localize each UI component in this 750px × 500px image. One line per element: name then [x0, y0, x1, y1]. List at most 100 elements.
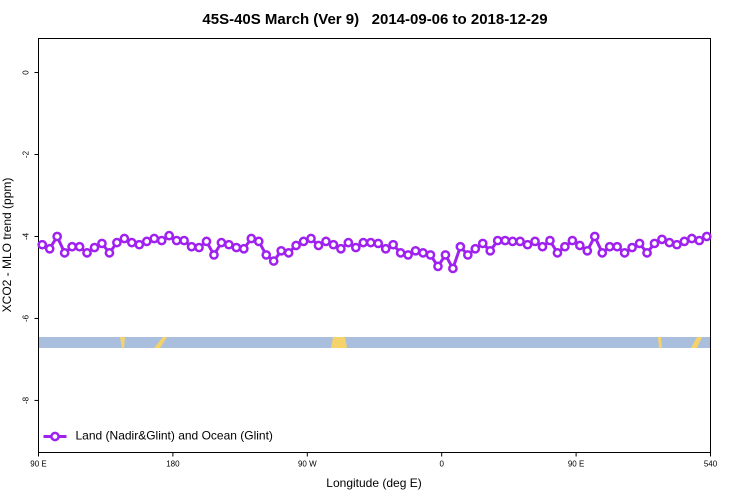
data-point — [321, 236, 331, 247]
data-point — [82, 248, 92, 258]
data-point — [619, 248, 630, 258]
data-point — [448, 263, 458, 274]
x-tick-label: 0 — [439, 460, 444, 469]
data-point — [492, 235, 503, 246]
data-point — [507, 236, 518, 247]
data-point — [388, 239, 399, 250]
data-point — [679, 236, 690, 247]
data-point — [634, 238, 645, 249]
x-tick-label: 90 W — [298, 460, 317, 469]
data-point — [567, 235, 578, 246]
y-tick-label: -8 — [22, 396, 31, 404]
data-point — [171, 235, 182, 246]
data-point — [306, 233, 316, 244]
land-patch — [154, 337, 167, 348]
data-point — [500, 235, 511, 246]
data-point — [604, 241, 615, 252]
data-point — [268, 256, 279, 266]
data-point — [522, 239, 533, 250]
data-point — [328, 239, 339, 250]
legend-marker — [50, 431, 60, 442]
y-tick-label: -4 — [22, 232, 31, 240]
data-point — [343, 237, 354, 248]
data-point — [276, 245, 287, 256]
data-point — [425, 250, 436, 260]
data-point — [410, 245, 421, 256]
land-ocean-band — [39, 337, 710, 348]
data-point — [238, 243, 249, 254]
data-point — [395, 248, 406, 258]
data-point — [612, 241, 623, 252]
data-point — [701, 231, 712, 242]
data-point — [455, 241, 466, 252]
data-point — [515, 236, 525, 247]
data-point — [37, 239, 48, 250]
land-patch — [658, 337, 662, 348]
data-point — [403, 250, 413, 260]
data-point — [141, 236, 152, 247]
land-patch — [120, 337, 125, 348]
data-point — [672, 239, 682, 250]
data-point — [179, 235, 189, 246]
data-point — [537, 241, 548, 252]
data-point — [545, 235, 555, 246]
data-point — [298, 236, 309, 247]
data-point — [470, 243, 481, 254]
data-point — [201, 236, 212, 247]
data-point — [462, 250, 473, 260]
y-axis-label: XCO2 - MLO trend (ppm) — [0, 178, 14, 313]
legend-label: Land (Nadir&Glint) and Ocean (Glint) — [76, 429, 273, 443]
data-point — [126, 237, 137, 248]
data-point — [156, 235, 167, 246]
data-point — [149, 233, 160, 244]
data-point — [336, 243, 346, 254]
data-point — [194, 242, 204, 253]
data-point — [373, 238, 384, 249]
data-point — [216, 237, 227, 248]
data-point — [589, 231, 600, 242]
data-point — [246, 233, 257, 244]
data-point — [365, 237, 376, 248]
data-point — [350, 242, 361, 253]
x-tick-label: 540 — [704, 460, 718, 469]
chart-title: 45S-40S March (Ver 9) 2014-09-06 to 2018… — [202, 11, 547, 28]
data-point — [574, 240, 585, 251]
data-point — [694, 235, 705, 246]
data-point — [164, 230, 175, 241]
data-point — [209, 250, 219, 260]
data-point — [74, 241, 85, 252]
data-point — [112, 237, 122, 248]
x-tick-label: 90 E — [30, 460, 46, 469]
data-point — [119, 233, 130, 244]
data-point — [44, 243, 55, 254]
data-point — [67, 241, 77, 252]
y-tick-label: 0 — [22, 70, 31, 75]
data-point — [440, 250, 451, 260]
data-point — [485, 245, 496, 256]
y-tick-label: -6 — [22, 314, 31, 322]
data-point — [627, 242, 637, 253]
data-point — [97, 238, 107, 249]
data-point — [104, 248, 115, 258]
data-point — [433, 261, 443, 272]
data-point — [649, 238, 660, 249]
ocean-band — [39, 337, 710, 348]
data-point — [59, 248, 70, 258]
data-point — [89, 242, 100, 253]
data-point — [530, 236, 540, 247]
data-point — [224, 239, 234, 250]
land-patch — [691, 337, 702, 348]
data-point — [291, 240, 301, 251]
y-tick-label: -2 — [22, 150, 31, 158]
data-point — [552, 248, 563, 258]
data-point — [380, 243, 391, 254]
data-point — [52, 231, 63, 242]
data-point — [657, 234, 667, 245]
data-point — [134, 239, 145, 250]
land-patch — [331, 337, 347, 348]
data-point — [186, 241, 197, 252]
data-point — [358, 237, 369, 248]
data-point — [231, 242, 242, 253]
data-point — [418, 248, 428, 258]
